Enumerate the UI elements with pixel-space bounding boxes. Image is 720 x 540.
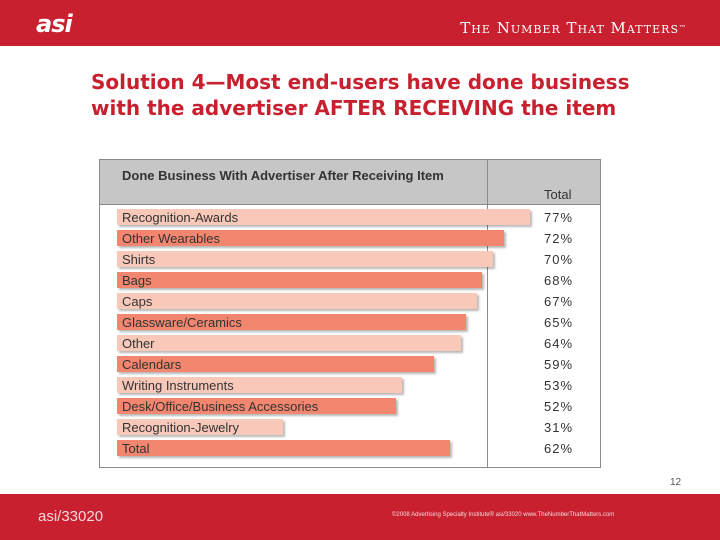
bar-bags: [117, 272, 482, 288]
row-value: 52%: [544, 399, 574, 414]
row-label: Writing Instruments: [122, 378, 234, 393]
row-label: Caps: [122, 294, 153, 309]
row-value: 53%: [544, 378, 574, 393]
row-value: 70%: [544, 252, 574, 267]
page-number: 12: [670, 477, 682, 488]
bar-caps: [117, 293, 477, 309]
top-banner: asi The Number That Matters™: [0, 0, 720, 46]
bottom-banner: asi/33020 ©2008 Advertising Specialty In…: [0, 494, 720, 540]
bar-other: [117, 335, 461, 351]
bar-writing-instruments: [117, 377, 402, 393]
row-label: Recognition-Jewelry: [122, 420, 240, 435]
bar-glassware-ceramics: [117, 314, 466, 330]
row-value: 65%: [544, 315, 574, 330]
table-row: Other Wearables 72%: [100, 228, 600, 249]
footer-copyright: ©2008 Advertising Specialty Institute® a…: [392, 512, 615, 518]
row-label: Recognition-Awards: [122, 210, 239, 225]
row-value: 72%: [544, 231, 574, 246]
table-row: Recognition-Jewelry 31%: [100, 417, 600, 438]
row-label: Other Wearables: [122, 231, 221, 246]
trademark-mark: ™: [679, 24, 686, 32]
row-value: 67%: [544, 294, 574, 309]
footer-code: asi/33020: [38, 508, 104, 525]
row-label: Desk/Office/Business Accessories: [122, 399, 319, 414]
table-header: Done Business With Advertiser After Rece…: [100, 160, 600, 205]
data-table: Done Business With Advertiser After Rece…: [99, 159, 601, 468]
bar-other-wearables: [117, 230, 504, 246]
row-value: 64%: [544, 336, 574, 351]
table-row: Recognition-Awards 77%: [100, 207, 600, 228]
slide-title: Solution 4—Most end-users have done busi…: [91, 70, 630, 120]
row-value: 31%: [544, 420, 574, 435]
tagline: The Number That Matters™: [460, 19, 686, 37]
asi-logo: asi: [36, 10, 73, 38]
bar-desk-office-business-accessories: [117, 398, 396, 414]
bar-recognition-jewelry: [117, 419, 283, 435]
row-label: Shirts: [122, 252, 156, 267]
column-header-total: Total: [544, 187, 572, 202]
row-label: Bags: [122, 273, 152, 288]
column-divider: [487, 160, 488, 467]
row-label: Glassware/Ceramics: [122, 315, 242, 330]
table-row: Desk/Office/Business Accessories 52%: [100, 396, 600, 417]
table-row: Bags 68%: [100, 270, 600, 291]
table-row: Shirts 70%: [100, 249, 600, 270]
table-title: Done Business With Advertiser After Rece…: [122, 168, 444, 183]
row-value: 77%: [544, 210, 574, 225]
row-value: 68%: [544, 273, 574, 288]
bar-shirts: [117, 251, 493, 267]
row-label: Total: [122, 441, 150, 456]
table-row: Calendars 59%: [100, 354, 600, 375]
bar-total: [117, 440, 450, 456]
table-row: Glassware/Ceramics 65%: [100, 312, 600, 333]
row-label: Other: [122, 336, 155, 351]
bar-calendars: [117, 356, 434, 372]
table-row: Total 62%: [100, 438, 600, 459]
bar-recognition-awards: [117, 209, 530, 225]
tagline-text: The Number That Matters: [460, 19, 679, 37]
table-row: Caps 67%: [100, 291, 600, 312]
table-row: Writing Instruments 53%: [100, 375, 600, 396]
table-rows: Recognition-Awards 77% Other Wearables 72% S…: [100, 207, 600, 459]
row-value: 62%: [544, 441, 574, 456]
row-value: 59%: [544, 357, 574, 372]
table-row: Other 64%: [100, 333, 600, 354]
row-label: Calendars: [122, 357, 182, 372]
